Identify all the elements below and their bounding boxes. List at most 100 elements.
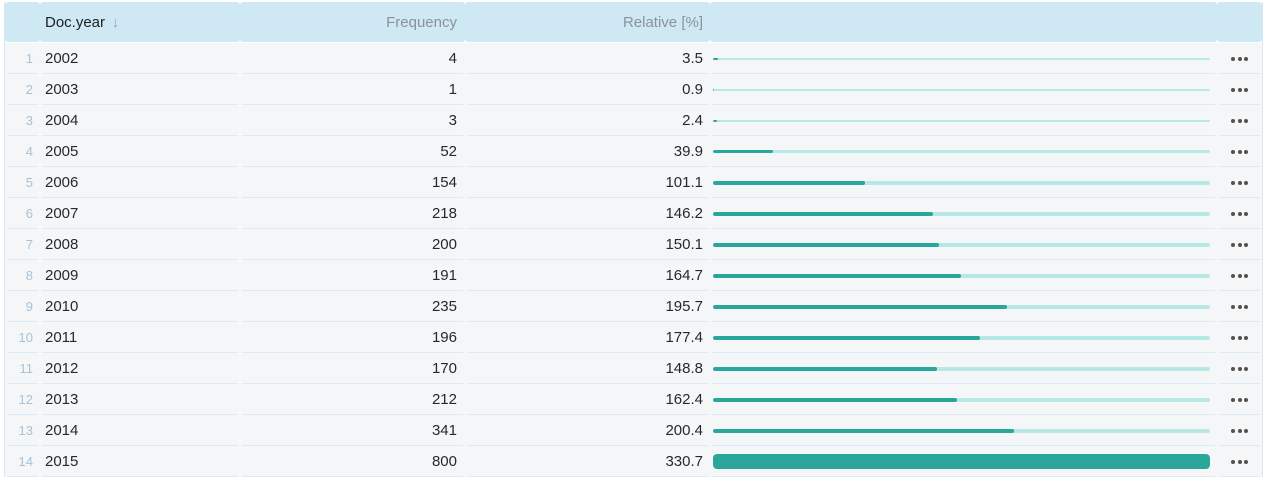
- bar-cell: [710, 353, 1217, 384]
- menu-cell: [1217, 322, 1262, 353]
- year-cell: 2013: [40, 384, 240, 415]
- row-number: 9: [5, 291, 40, 322]
- row-menu-ellipsis-button[interactable]: [1227, 51, 1252, 67]
- year-cell: 2011: [40, 322, 240, 353]
- header-frequency[interactable]: Frequency: [240, 2, 465, 42]
- bar-track: [713, 304, 1210, 309]
- menu-cell: [1217, 136, 1262, 167]
- bar-fill: [713, 150, 773, 153]
- table-row: 7 2008 200 150.1: [5, 229, 1262, 260]
- frequency-cell: 218: [240, 198, 465, 229]
- bar-track: [713, 180, 1210, 185]
- bar-track: [713, 397, 1210, 402]
- ellipsis-dot: [1237, 56, 1242, 61]
- row-menu-ellipsis-button[interactable]: [1227, 423, 1252, 439]
- ellipsis-dot: [1244, 366, 1248, 371]
- row-number: 2: [5, 74, 40, 105]
- bar-cell: [710, 43, 1217, 74]
- ellipsis-dot: [1237, 180, 1242, 185]
- row-menu-ellipsis-button[interactable]: [1227, 361, 1252, 377]
- table-body: 1 2002 4 3.5 2 2003 1 0.9: [5, 43, 1262, 477]
- bar-fill: [713, 242, 939, 247]
- bar-track: [713, 273, 1210, 278]
- row-number: 13: [5, 415, 40, 446]
- row-menu-ellipsis-button[interactable]: [1227, 175, 1252, 191]
- table-row: 14 2015 800 330.7: [5, 446, 1262, 477]
- bar-track: [713, 366, 1210, 371]
- frequency-cell: 200: [240, 229, 465, 260]
- table-row: 4 2005 52 39.9: [5, 136, 1262, 167]
- ellipsis-dot: [1244, 273, 1248, 278]
- relative-cell: 148.8: [465, 353, 710, 384]
- table-row: 11 2012 170 148.8: [5, 353, 1262, 384]
- ellipsis-dot: [1237, 335, 1242, 340]
- row-menu-ellipsis-button[interactable]: [1227, 268, 1252, 284]
- ellipsis-dot: [1244, 459, 1248, 464]
- frequency-cell: 196: [240, 322, 465, 353]
- row-number: 11: [5, 353, 40, 384]
- menu-cell: [1217, 446, 1262, 477]
- ellipsis-dot: [1231, 366, 1235, 371]
- row-number: 5: [5, 167, 40, 198]
- table-row: 2 2003 1 0.9: [5, 74, 1262, 105]
- bar-fill: [713, 366, 937, 371]
- sort-desc-icon: ↓: [112, 14, 120, 30]
- bar-fill: [713, 335, 980, 340]
- row-menu-ellipsis-button[interactable]: [1227, 330, 1252, 346]
- row-menu-ellipsis-button[interactable]: [1227, 206, 1252, 222]
- ellipsis-dot: [1237, 211, 1242, 216]
- ellipsis-dot: [1231, 273, 1235, 278]
- header-bar-cell: [710, 2, 1217, 42]
- menu-cell: [1217, 198, 1262, 229]
- bar-cell: [710, 167, 1217, 198]
- row-number: 10: [5, 322, 40, 353]
- row-number: 7: [5, 229, 40, 260]
- frequency-cell: 1: [240, 74, 465, 105]
- menu-cell: [1217, 43, 1262, 74]
- row-menu-ellipsis-button[interactable]: [1227, 144, 1252, 160]
- table-row: 6 2007 218 146.2: [5, 198, 1262, 229]
- ellipsis-dot: [1231, 397, 1235, 402]
- row-menu-ellipsis-button[interactable]: [1227, 113, 1252, 129]
- frequency-cell: 154: [240, 167, 465, 198]
- bar-fill: [713, 180, 865, 185]
- row-number: 14: [5, 446, 40, 477]
- table-row: 8 2009 191 164.7: [5, 260, 1262, 291]
- relative-cell: 146.2: [465, 198, 710, 229]
- relative-cell: 2.4: [465, 105, 710, 136]
- relative-cell: 200.4: [465, 415, 710, 446]
- frequency-cell: 4: [240, 43, 465, 74]
- frequency-cell: 52: [240, 136, 465, 167]
- bar-track: [713, 88, 1210, 91]
- ellipsis-dot: [1231, 180, 1235, 185]
- row-menu-ellipsis-button[interactable]: [1227, 454, 1252, 470]
- ellipsis-dot: [1231, 242, 1235, 247]
- year-cell: 2004: [40, 105, 240, 136]
- header-doc-year-label: Doc.year: [45, 13, 106, 31]
- frequency-cell: 170: [240, 353, 465, 384]
- bar-fill: [713, 273, 961, 278]
- menu-cell: [1217, 291, 1262, 322]
- ellipsis-dot: [1237, 242, 1242, 247]
- ellipsis-dot: [1231, 428, 1235, 433]
- row-menu-ellipsis-button[interactable]: [1227, 299, 1252, 315]
- header-relative[interactable]: Relative [%]: [465, 2, 710, 42]
- table-row: 3 2004 3 2.4: [5, 105, 1262, 136]
- row-number: 6: [5, 198, 40, 229]
- bar-track: [713, 211, 1210, 216]
- relative-cell: 150.1: [465, 229, 710, 260]
- header-doc-year[interactable]: Doc.year ↓: [40, 2, 240, 42]
- row-menu-ellipsis-button[interactable]: [1227, 392, 1252, 408]
- row-menu-ellipsis-button[interactable]: [1227, 237, 1252, 253]
- row-menu-ellipsis-button[interactable]: [1227, 82, 1252, 98]
- bar-cell: [710, 415, 1217, 446]
- year-cell: 2010: [40, 291, 240, 322]
- ellipsis-dot: [1237, 87, 1242, 92]
- ellipsis-dot: [1244, 211, 1248, 216]
- year-cell: 2005: [40, 136, 240, 167]
- row-number: 1: [5, 43, 40, 74]
- frequency-cell: 212: [240, 384, 465, 415]
- row-number: 8: [5, 260, 40, 291]
- bar-track: [713, 428, 1210, 433]
- ellipsis-dot: [1231, 211, 1235, 216]
